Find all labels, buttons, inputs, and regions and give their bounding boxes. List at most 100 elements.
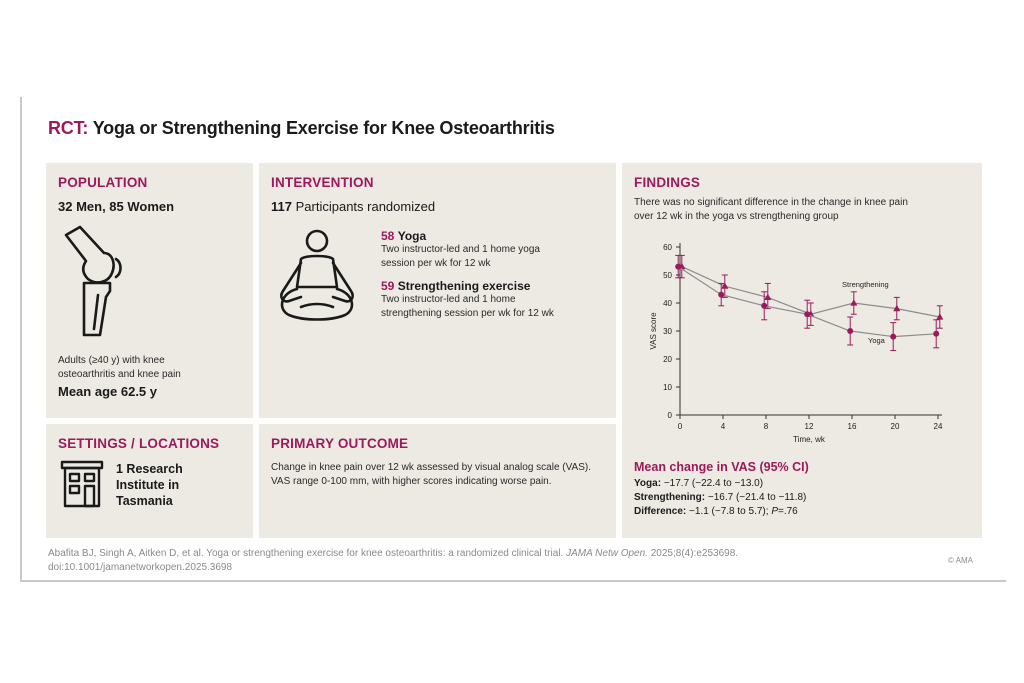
population-description: Adults (≥40 y) with knee osteoarthritis …: [58, 354, 181, 382]
strengthening-point: [893, 304, 901, 312]
mean-change-difference-label: Difference:: [634, 506, 687, 517]
strengthening-point: [721, 282, 729, 289]
y-tick-label: 40: [663, 299, 672, 308]
x-tick-label: 24: [934, 422, 943, 431]
strengthening-series-label: Strengthening: [842, 280, 889, 289]
findings-panel: FINDINGS There was no significant differ…: [622, 163, 982, 538]
knee-joint-icon: [64, 225, 122, 337]
y-tick-label: 30: [663, 327, 672, 336]
yoga-point: [890, 333, 897, 340]
mean-change-difference: Difference: −1.1 (−7.8 to 5.7); P=.76: [634, 505, 806, 519]
yoga-point: [718, 291, 725, 298]
settings-heading: SETTINGS / LOCATIONS: [58, 436, 220, 451]
citation-line1: Abafita BJ, Singh A, Aitken D, et al. Yo…: [48, 547, 908, 561]
title-prefix: RCT:: [48, 118, 89, 138]
p-value: =.76: [777, 506, 798, 517]
participants-count: 117: [271, 199, 292, 214]
citation-doi: doi:10.1001/jamanetworkopen.2025.3698: [48, 562, 233, 573]
settings-location-line2: Institute in: [116, 478, 180, 492]
strengthening-arm-name: Strengthening exercise: [397, 279, 531, 293]
primary-outcome-line2: VAS range 0-100 mm, with higher scores i…: [271, 476, 552, 487]
mean-change-strengthening-value: −16.7 (−21.4 to −11.8): [707, 492, 807, 503]
population-description-line2: osteoarthritis and knee pain: [58, 369, 181, 380]
settings-location-line3: Tasmania: [116, 494, 173, 508]
yoga-arm-count: 58: [381, 229, 395, 243]
participants-text: Participants randomized: [295, 199, 436, 214]
vas-line-chart: 0 10 20 30 40 50 60 0 4 8 12 16 20 24 Time, wk VAS scor…: [649, 243, 944, 444]
intervention-heading: INTERVENTION: [271, 175, 374, 190]
strengthening-point: [936, 313, 944, 320]
yoga-arm-name: Yoga: [397, 229, 427, 243]
x-tick-label: 16: [848, 422, 857, 431]
intervention-panel: INTERVENTION 117 Participants randomized…: [259, 163, 616, 418]
primary-outcome-heading: PRIMARY OUTCOME: [271, 436, 409, 451]
mean-change-strengthening: Strengthening: −16.7 (−21.4 to −11.8): [634, 491, 806, 505]
strengthening-arm-line1: Two instructor-led and 1 home: [381, 294, 516, 305]
mean-change-values: Yoga: −17.7 (−22.4 to −13.0) Strengtheni…: [634, 477, 806, 519]
frame-left-border: [20, 97, 22, 582]
mean-change-yoga-label: Yoga:: [634, 478, 662, 489]
population-panel: POPULATION 32 Men, 85 Women Adults (≥40 …: [46, 163, 253, 418]
findings-summary: There was no significant difference in t…: [634, 196, 970, 224]
x-tick-label: 20: [891, 422, 900, 431]
strengthening-arm: 59 Strengthening exercise Two instructor…: [381, 279, 554, 321]
y-tick-label: 60: [663, 243, 672, 252]
copyright: © AMA: [948, 556, 974, 565]
yoga-arm-line2: session per wk for 12 wk: [381, 258, 491, 269]
population-mean-age: Mean age 62.5 y: [58, 384, 157, 399]
strengthening-arm-description: Two instructor-led and 1 home strengthen…: [381, 293, 554, 321]
frame-bottom-border: [20, 580, 1006, 582]
primary-outcome-line1: Change in knee pain over 12 wk assessed …: [271, 462, 591, 473]
x-tick-label: 4: [721, 422, 726, 431]
yoga-arm: 58 Yoga Two instructor-led and 1 home yo…: [381, 229, 540, 271]
y-axis-title: VAS score: [649, 312, 658, 350]
citation-volume: 2025;8(4):e253698.: [650, 548, 739, 559]
mean-change-yoga-value: −17.7 (−22.4 to −13.0): [663, 478, 764, 489]
yoga-point: [933, 330, 940, 337]
yoga-arm-line1: Two instructor-led and 1 home yoga: [381, 244, 540, 255]
strengthening-point: [850, 299, 858, 306]
findings-heading: FINDINGS: [634, 175, 701, 190]
strengthening-arm-count: 59: [381, 279, 395, 293]
x-tick-label: 8: [764, 422, 769, 431]
y-tick-label: 0: [668, 411, 673, 420]
mean-change-strengthening-label: Strengthening:: [634, 492, 706, 503]
building-icon: [60, 460, 104, 508]
settings-panel: SETTINGS / LOCATIONS 1 Research Institut…: [46, 424, 253, 538]
strengthening-arm-line2: strengthening session per wk for 12 wk: [381, 308, 554, 319]
population-counts: 32 Men, 85 Women: [58, 199, 175, 214]
citation-authors-title: Abafita BJ, Singh A, Aitken D, et al. Yo…: [48, 548, 564, 559]
yoga-series-label: Yoga: [868, 336, 886, 345]
yoga-arm-title: 58 Yoga: [381, 229, 540, 243]
strengthening-point: [764, 293, 772, 300]
settings-location-line1: 1 Research: [116, 462, 183, 476]
mean-change-difference-value: −1.1 (−7.8 to 5.7);: [689, 506, 769, 517]
mean-change-yoga: Yoga: −17.7 (−22.4 to −13.0): [634, 477, 806, 491]
findings-summary-line2: over 12 wk in the yoga vs strengthening …: [634, 211, 839, 222]
population-heading: POPULATION: [58, 175, 148, 190]
citation: Abafita BJ, Singh A, Aitken D, et al. Yo…: [48, 547, 908, 575]
intervention-participants: 117 Participants randomized: [271, 199, 604, 214]
x-tick-label: 0: [678, 422, 683, 431]
page-title: RCT: Yoga or Strengthening Exercise for …: [48, 118, 555, 139]
strengthening-arm-title: 59 Strengthening exercise: [381, 279, 554, 293]
x-tick-label: 12: [805, 422, 814, 431]
primary-outcome-text: Change in knee pain over 12 wk assessed …: [271, 461, 604, 489]
yoga-arm-description: Two instructor-led and 1 home yoga sessi…: [381, 243, 540, 271]
yoga-point: [804, 311, 811, 318]
x-axis-title: Time, wk: [793, 435, 826, 444]
yoga-point: [847, 328, 854, 334]
meditation-person-icon: [280, 229, 354, 321]
y-tick-label: 20: [663, 355, 672, 364]
settings-location: 1 Research Institute in Tasmania: [116, 461, 183, 509]
y-tick-label: 10: [663, 383, 672, 392]
p-label: P: [771, 506, 778, 517]
mean-change-heading: Mean change in VAS (95% CI): [634, 460, 809, 474]
yoga-point: [675, 263, 682, 270]
yoga-point: [761, 302, 768, 309]
title-text: Yoga or Strengthening Exercise for Knee …: [92, 118, 555, 138]
y-tick-label: 50: [663, 271, 672, 280]
findings-summary-line1: There was no significant difference in t…: [634, 197, 908, 208]
citation-journal: JAMA Netw Open.: [566, 548, 648, 559]
population-description-line1: Adults (≥40 y) with knee: [58, 355, 165, 366]
